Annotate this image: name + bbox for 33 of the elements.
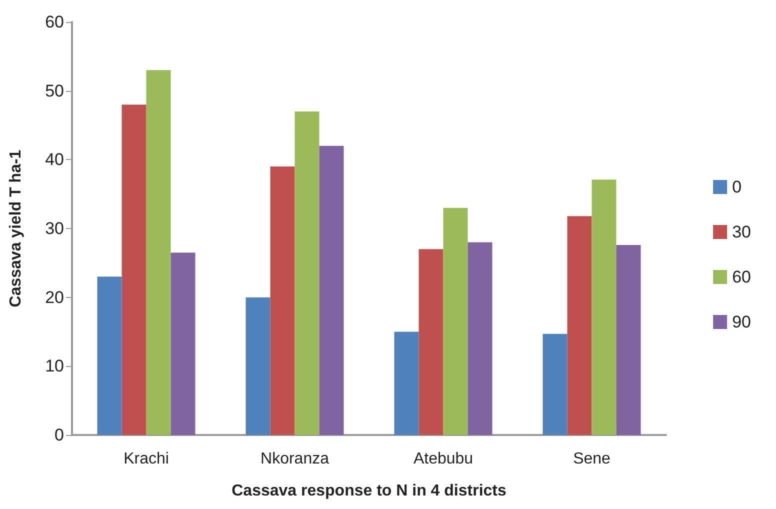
bar — [97, 276, 122, 435]
x-axis-title: Cassava response to N in 4 districts — [232, 482, 506, 500]
bar — [122, 104, 146, 435]
legend-label: 90 — [732, 312, 752, 332]
bar — [270, 166, 295, 435]
x-tick-label: Krachi — [124, 450, 169, 468]
y-tick-label: 20 — [45, 288, 64, 307]
bar — [394, 332, 419, 435]
y-tick-label: 10 — [45, 356, 64, 376]
y-tick-label: 40 — [45, 150, 64, 170]
bar — [246, 297, 270, 435]
bar — [592, 180, 616, 435]
legend-label: 0 — [732, 178, 742, 196]
legend-label: 30 — [732, 222, 752, 242]
bar — [294, 111, 320, 435]
legend-label: 60 — [732, 268, 752, 286]
y-tick-label: 50 — [45, 81, 64, 100]
bar — [616, 245, 641, 435]
y-tick-label: 60 — [45, 12, 64, 32]
y-axis-title: Cassava yield T ha-1 — [8, 150, 24, 308]
bar — [319, 146, 344, 435]
bar — [146, 70, 171, 435]
x-tick-label: Atebubu — [413, 450, 474, 468]
y-tick-label: 30 — [45, 219, 64, 238]
x-tick-label: Nkoranza — [260, 450, 330, 468]
bar — [418, 249, 444, 435]
bar — [170, 252, 196, 435]
bar — [567, 216, 592, 435]
y-tick-label: 0 — [54, 426, 64, 444]
bar — [443, 208, 468, 435]
x-tick-label: Sene — [573, 450, 611, 468]
bar — [468, 242, 492, 435]
bar — [542, 334, 568, 435]
